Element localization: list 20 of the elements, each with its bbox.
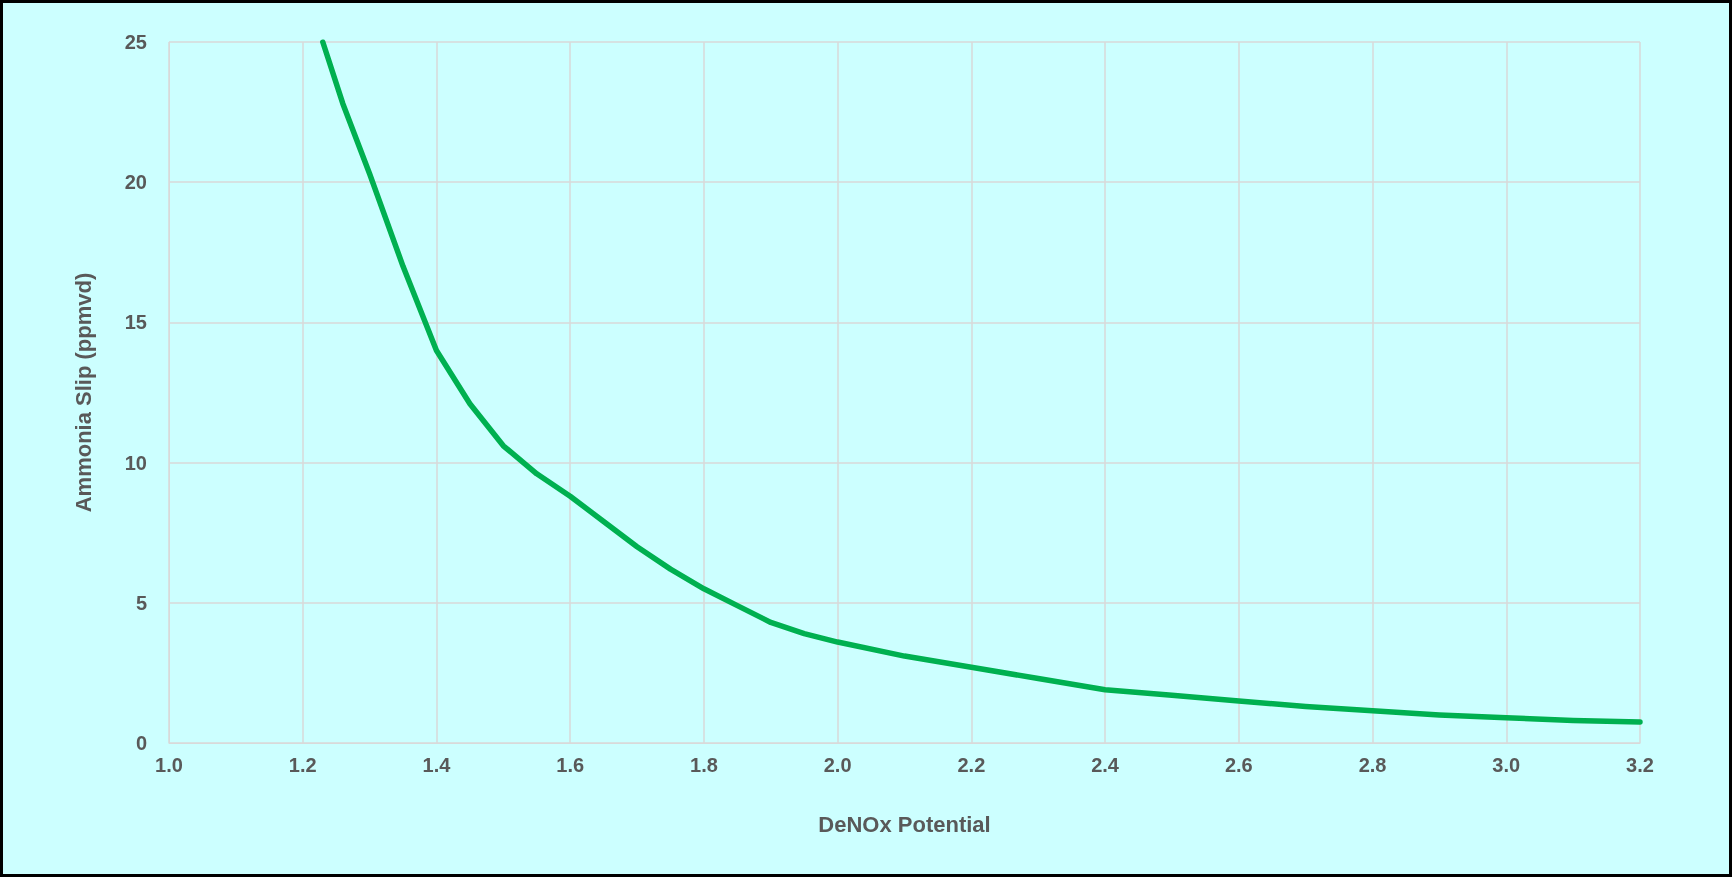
x-tick-label: 3.0 [1492,754,1521,776]
x-tick-label: 1.0 [155,754,183,776]
x-tick-label: 2.6 [1224,754,1253,776]
y-tick-label: 10 [124,451,147,474]
x-tick-label: 2.4 [1091,754,1120,776]
x-tick-label: 1.2 [288,754,317,776]
x-tick-label: 1.6 [556,754,585,776]
x-axis-title: DeNOx Potential [818,811,991,837]
y-axis-title: Ammonia Slip (ppmvd) [70,272,96,513]
y-tick-label: 25 [124,31,147,53]
y-tick-label: 5 [135,591,147,614]
x-tick-label: 1.8 [690,754,718,776]
y-tick-label: 0 [135,732,147,754]
x-tick-label: 1.4 [422,754,452,776]
x-tick-label: 2.2 [957,754,986,776]
x-tick-label: 2.8 [1358,754,1387,776]
y-tick-label: 15 [124,311,147,334]
x-tick-label: 2.0 [823,754,852,776]
y-tick-label: 20 [124,171,147,194]
x-tick-label: 3.2 [1626,754,1654,776]
